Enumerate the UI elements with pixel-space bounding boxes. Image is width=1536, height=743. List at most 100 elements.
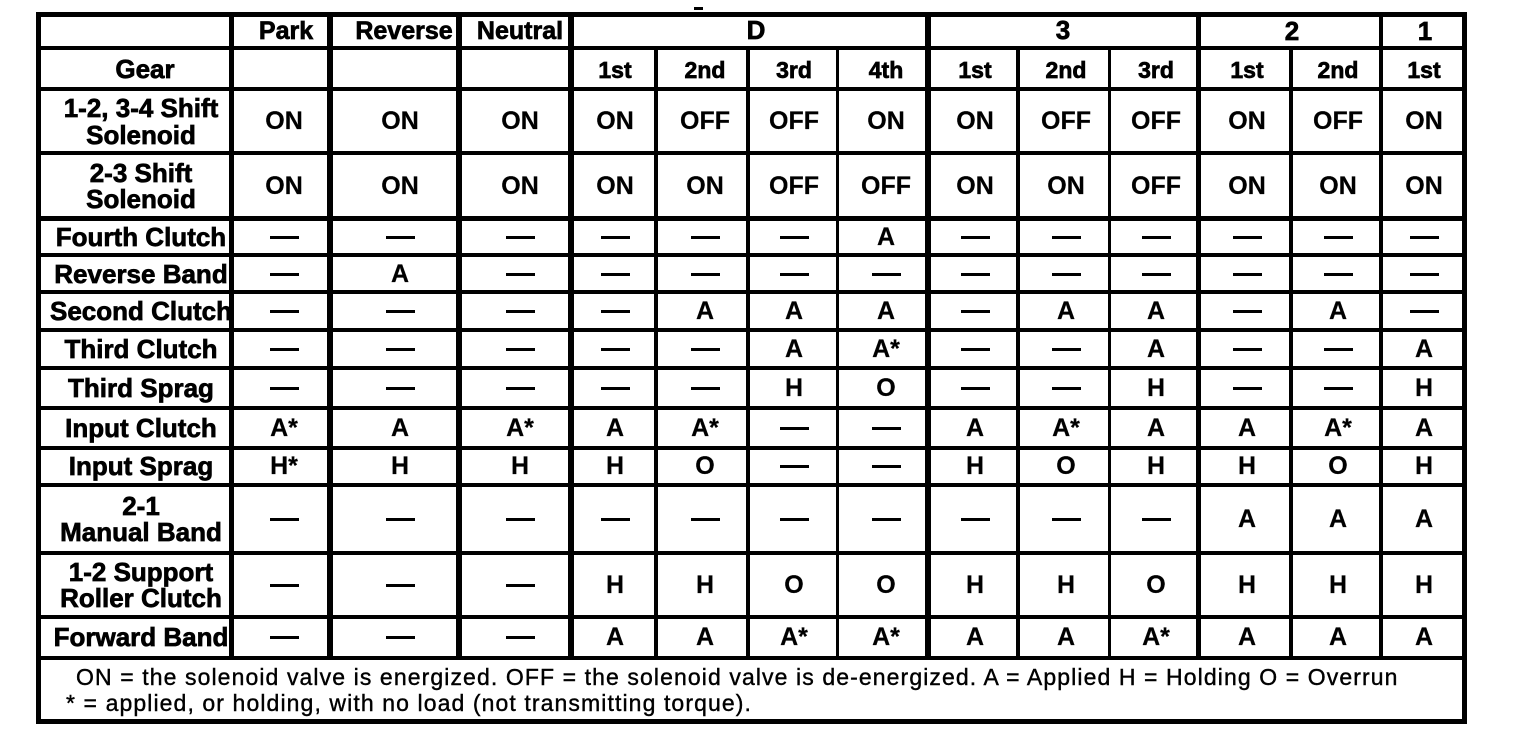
svg-text:ON: ON bbox=[686, 172, 724, 200]
svg-text:2-1: 2-1 bbox=[122, 491, 160, 521]
svg-text:OFF: OFF bbox=[1131, 172, 1181, 200]
svg-text:H: H bbox=[1329, 571, 1347, 599]
svg-text:ON: ON bbox=[1047, 172, 1085, 200]
svg-text:OFF: OFF bbox=[769, 172, 819, 200]
svg-text:Third Clutch: Third Clutch bbox=[64, 334, 217, 364]
svg-text:H: H bbox=[1415, 374, 1433, 402]
svg-text:H: H bbox=[966, 452, 984, 480]
svg-text:A: A bbox=[606, 414, 624, 442]
svg-text:A: A bbox=[1238, 414, 1256, 442]
svg-text:A: A bbox=[1415, 335, 1433, 363]
svg-text:Fourth Clutch: Fourth Clutch bbox=[56, 222, 226, 252]
svg-text:2nd: 2nd bbox=[1046, 57, 1087, 83]
svg-text:H: H bbox=[785, 374, 803, 402]
svg-text:O: O bbox=[876, 571, 895, 599]
svg-text:3rd: 3rd bbox=[1138, 57, 1174, 83]
svg-text:1: 1 bbox=[1418, 16, 1432, 46]
svg-text:A: A bbox=[1415, 414, 1433, 442]
svg-text:H: H bbox=[606, 452, 624, 480]
svg-text:A: A bbox=[785, 297, 803, 325]
svg-text:A*: A* bbox=[1052, 414, 1080, 442]
svg-text:H: H bbox=[966, 571, 984, 599]
svg-text:H: H bbox=[1415, 452, 1433, 480]
svg-text:1st: 1st bbox=[958, 57, 992, 83]
svg-text:A*: A* bbox=[1324, 414, 1352, 442]
svg-text:2nd: 2nd bbox=[1318, 57, 1359, 83]
svg-text:4th: 4th bbox=[869, 57, 904, 83]
svg-text:A: A bbox=[1057, 623, 1075, 651]
svg-text:2nd: 2nd bbox=[685, 57, 726, 83]
svg-text:ON: ON bbox=[501, 107, 539, 135]
svg-text:A: A bbox=[1238, 505, 1256, 533]
svg-text:A: A bbox=[1329, 505, 1347, 533]
svg-text:A: A bbox=[1415, 505, 1433, 533]
svg-text:A: A bbox=[1147, 414, 1165, 442]
svg-text:A: A bbox=[1147, 297, 1165, 325]
svg-text:H: H bbox=[1238, 452, 1256, 480]
svg-text:ON: ON bbox=[956, 107, 994, 135]
svg-text:A: A bbox=[877, 297, 895, 325]
svg-text:Input Clutch: Input Clutch bbox=[65, 413, 217, 443]
svg-text:A: A bbox=[966, 623, 984, 651]
svg-text:ON: ON bbox=[501, 172, 539, 200]
svg-text:ON: ON bbox=[1228, 107, 1266, 135]
svg-text:A: A bbox=[391, 260, 409, 288]
svg-text:A*: A* bbox=[780, 623, 808, 651]
svg-text:ON: ON bbox=[265, 172, 303, 200]
svg-text:A: A bbox=[1147, 335, 1165, 363]
svg-text:A: A bbox=[696, 623, 714, 651]
svg-text:A*: A* bbox=[506, 414, 534, 442]
svg-text:3rd: 3rd bbox=[776, 57, 812, 83]
svg-text:A: A bbox=[1238, 623, 1256, 651]
svg-text:A: A bbox=[696, 297, 714, 325]
svg-text:A: A bbox=[606, 623, 624, 651]
svg-text:1st: 1st bbox=[1407, 57, 1441, 83]
svg-text:1st: 1st bbox=[1230, 57, 1264, 83]
svg-text:H: H bbox=[511, 452, 529, 480]
svg-text:3: 3 bbox=[1056, 15, 1070, 45]
svg-text:Third Sprag: Third Sprag bbox=[68, 373, 214, 403]
svg-text:* = applied, or holding, with: * = applied, or holding, with no load (n… bbox=[66, 690, 752, 716]
svg-text:ON: ON bbox=[381, 107, 419, 135]
svg-text:1-2, 3-4 Shift: 1-2, 3-4 Shift bbox=[64, 93, 219, 123]
svg-text:Gear: Gear bbox=[115, 54, 174, 84]
svg-text:A: A bbox=[966, 414, 984, 442]
svg-text:O: O bbox=[876, 374, 895, 402]
svg-text:A: A bbox=[1329, 623, 1347, 651]
svg-text:A*: A* bbox=[691, 414, 719, 442]
svg-text:A*: A* bbox=[270, 414, 298, 442]
svg-text:Neutral: Neutral bbox=[477, 17, 563, 45]
svg-text:ON: ON bbox=[596, 172, 634, 200]
svg-text:A: A bbox=[391, 414, 409, 442]
svg-text:A: A bbox=[785, 335, 803, 363]
svg-text:Roller Clutch: Roller Clutch bbox=[60, 583, 222, 613]
svg-text:ON: ON bbox=[1319, 172, 1357, 200]
svg-text:H: H bbox=[1147, 374, 1165, 402]
svg-text:H*: H* bbox=[270, 452, 298, 480]
svg-text:ON = the solenoid valve is ene: ON = the solenoid valve is energized. OF… bbox=[76, 664, 1399, 690]
svg-text:H: H bbox=[1238, 571, 1256, 599]
svg-text:ON: ON bbox=[1228, 172, 1266, 200]
svg-text:D: D bbox=[747, 15, 766, 45]
svg-text:Reverse Band: Reverse Band bbox=[54, 259, 227, 289]
svg-text:O: O bbox=[1146, 571, 1165, 599]
svg-text:O: O bbox=[695, 452, 714, 480]
svg-text:1-2 Support: 1-2 Support bbox=[69, 557, 214, 587]
svg-text:O: O bbox=[1328, 452, 1347, 480]
svg-text:1st: 1st bbox=[598, 57, 632, 83]
svg-text:Solenoid: Solenoid bbox=[86, 184, 196, 214]
svg-text:OFF: OFF bbox=[1041, 107, 1091, 135]
svg-text:2: 2 bbox=[1285, 16, 1299, 46]
svg-text:OFF: OFF bbox=[861, 172, 911, 200]
svg-text:A*: A* bbox=[872, 623, 900, 651]
svg-text:ON: ON bbox=[1405, 107, 1443, 135]
svg-text:H: H bbox=[696, 571, 714, 599]
svg-text:A*: A* bbox=[1142, 623, 1170, 651]
svg-text:H: H bbox=[1057, 571, 1075, 599]
svg-text:OFF: OFF bbox=[680, 107, 730, 135]
svg-text:OFF: OFF bbox=[1131, 107, 1181, 135]
svg-text:Second Clutch: Second Clutch bbox=[50, 296, 232, 326]
svg-text:ON: ON bbox=[381, 172, 419, 200]
svg-text:O: O bbox=[784, 571, 803, 599]
svg-text:ON: ON bbox=[956, 172, 994, 200]
